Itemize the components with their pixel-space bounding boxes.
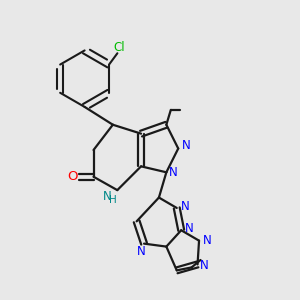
Text: N: N — [182, 139, 191, 152]
Text: N: N — [202, 234, 211, 247]
Text: O: O — [68, 170, 78, 183]
Text: H: H — [109, 195, 116, 205]
Text: N: N — [200, 259, 209, 272]
Text: N: N — [169, 166, 177, 179]
Text: Cl: Cl — [113, 41, 125, 54]
Text: N: N — [181, 200, 189, 213]
Text: N: N — [137, 245, 146, 258]
Text: N: N — [103, 190, 111, 202]
Text: N: N — [185, 222, 194, 235]
